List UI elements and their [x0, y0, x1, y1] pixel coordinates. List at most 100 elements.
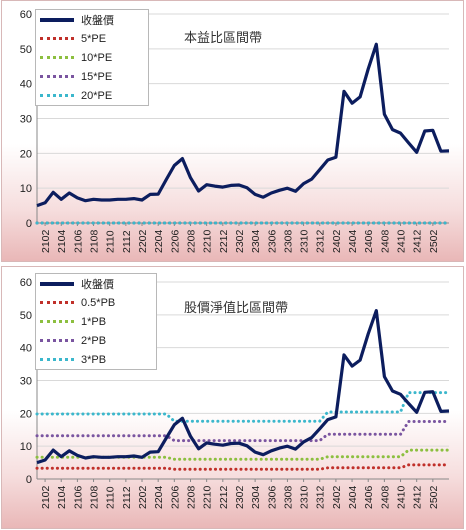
- x-tick-label: 2308: [282, 229, 294, 253]
- y-tick-label: 0: [26, 474, 32, 486]
- y-tick-label: 30: [20, 376, 32, 388]
- x-tick-label: 2304: [250, 229, 262, 253]
- legend-item-price: 收盤價: [36, 10, 148, 29]
- legend-swatch-05pb: [40, 301, 74, 304]
- x-tick-label: 2204: [153, 229, 165, 253]
- x-tick-label: 2408: [379, 485, 391, 509]
- x-tick-label: 2106: [72, 229, 84, 253]
- x-tick-label: 2208: [185, 229, 197, 253]
- x-tick-label: 2402: [331, 229, 343, 253]
- x-tick-label: 2110: [105, 486, 117, 509]
- x-tick-label: 2310: [299, 485, 311, 509]
- x-tick-label: 2208: [185, 485, 197, 509]
- x-tick-label: 2302: [234, 485, 246, 509]
- x-tick-label: 2112: [121, 486, 133, 509]
- legend-item-05pb: 0.5*PB: [36, 293, 156, 312]
- legend-item-5pe: 5*PE: [36, 29, 148, 48]
- band-line-0.5*PB: [35, 463, 451, 471]
- legend-label: 15*PE: [81, 70, 113, 83]
- pe-legend: 收盤價 5*PE 10*PE 15*PE 20*PE: [35, 9, 149, 106]
- x-tick-label: 2104: [56, 229, 68, 253]
- x-tick-label: 2206: [169, 229, 181, 253]
- y-tick-label: 40: [20, 79, 32, 91]
- x-tick-label: 2108: [89, 485, 101, 509]
- x-tick-label: 2406: [363, 229, 375, 253]
- legend-swatch-10pe: [40, 56, 74, 59]
- x-tick-label: 2202: [137, 485, 149, 509]
- chart-title: 本益比區間帶: [184, 31, 263, 46]
- legend-swatch-20pe: [40, 94, 74, 97]
- x-tick-label: 2104: [56, 485, 68, 509]
- x-tick-label: 2202: [137, 229, 149, 253]
- x-tick-label: 2112: [121, 230, 133, 253]
- legend-label: 收盤價: [81, 14, 114, 27]
- band-line-3*PB: [35, 391, 451, 423]
- x-tick-label: 2402: [331, 485, 343, 509]
- x-tick-label: 2310: [299, 229, 311, 253]
- legend-item-10pe: 10*PE: [36, 48, 148, 67]
- x-tick-label: 2312: [315, 485, 327, 509]
- y-tick-label: 60: [20, 9, 32, 21]
- x-tick-label: 2412: [412, 485, 424, 509]
- x-tick-label: 2102: [40, 485, 52, 509]
- legend-label: 10*PE: [81, 51, 113, 64]
- legend-label: 0.5*PB: [81, 296, 116, 309]
- x-tick-label: 2404: [347, 485, 359, 509]
- x-tick-label: 2110: [105, 230, 117, 253]
- legend-item-3pb: 3*PB: [36, 350, 156, 369]
- x-tick-label: 2308: [282, 485, 294, 509]
- x-tick-label: 2108: [89, 229, 101, 253]
- legend-item-1pb: 1*PB: [36, 312, 156, 331]
- y-tick-label: 50: [20, 44, 32, 56]
- y-tick-label: 40: [20, 343, 32, 355]
- pb-band-chart: 0 10 20 30 40 50 60 2102 2104 2106 2108 2110 2112 220…: [1, 266, 464, 529]
- x-tick-label: 2106: [72, 485, 84, 509]
- x-tick-label: 2210: [202, 485, 214, 509]
- x-tick-label: 2410: [396, 229, 408, 253]
- x-tick-label: 2406: [363, 485, 375, 509]
- x-tick-label: 2410: [396, 485, 408, 509]
- x-tick-label: 2502: [428, 229, 440, 253]
- legend-swatch-2pb: [40, 339, 74, 342]
- x-tick-label: 2212: [218, 229, 230, 253]
- x-tick-label: 2408: [379, 229, 391, 253]
- y-tick-label: 0: [26, 218, 32, 230]
- y-tick-label: 50: [20, 310, 32, 322]
- x-tick-label: 2212: [218, 485, 230, 509]
- legend-swatch-1pb: [40, 320, 74, 323]
- x-tick-label: 2306: [266, 485, 278, 509]
- y-tick-label: 30: [20, 114, 32, 126]
- y-tick-label: 20: [20, 408, 32, 420]
- legend-label: 1*PB: [81, 315, 107, 328]
- x-tick-label: 2204: [153, 485, 165, 509]
- x-tick-label: 2302: [234, 229, 246, 253]
- pe-band-chart: 0 10 20 30 40 50 60 2102 2104 2106 2108 2110 2112 220…: [1, 0, 464, 262]
- x-tick-label: 2502: [428, 485, 440, 509]
- x-tick-label: 2210: [202, 229, 214, 253]
- price-line: [36, 309, 450, 465]
- legend-swatch-3pb: [40, 358, 74, 361]
- legend-label: 5*PE: [81, 32, 107, 45]
- y-tick-label: 60: [20, 277, 32, 289]
- x-tick-label: 2206: [169, 485, 181, 509]
- pb-legend: 收盤價 0.5*PB 1*PB 2*PB 3*PB: [35, 273, 157, 370]
- legend-swatch-price: [40, 281, 74, 286]
- legend-label: 2*PB: [81, 334, 107, 347]
- legend-item-price: 收盤價: [36, 274, 156, 293]
- x-tick-label: 2304: [250, 485, 262, 509]
- chart-title: 股價淨值比區間帶: [184, 301, 289, 316]
- legend-item-2pb: 2*PB: [36, 331, 156, 350]
- legend-swatch-price: [40, 17, 74, 22]
- x-tick-label: 2404: [347, 229, 359, 253]
- legend-label: 20*PE: [81, 89, 113, 102]
- band-line-2*PB: [35, 420, 451, 443]
- y-tick-label: 10: [20, 441, 32, 453]
- legend-item-15pe: 15*PE: [36, 67, 148, 86]
- x-tick-label: 2312: [315, 229, 327, 253]
- y-tick-label: 10: [20, 183, 32, 195]
- pe-band-plot: 0 10 20 30 40 50 60 2102 2104 2106 2108 2110 2112 220…: [20, 9, 451, 253]
- legend-label: 3*PB: [81, 353, 107, 366]
- legend-swatch-15pe: [40, 75, 74, 78]
- x-tick-label: 2306: [266, 229, 278, 253]
- legend-label: 收盤價: [81, 278, 114, 291]
